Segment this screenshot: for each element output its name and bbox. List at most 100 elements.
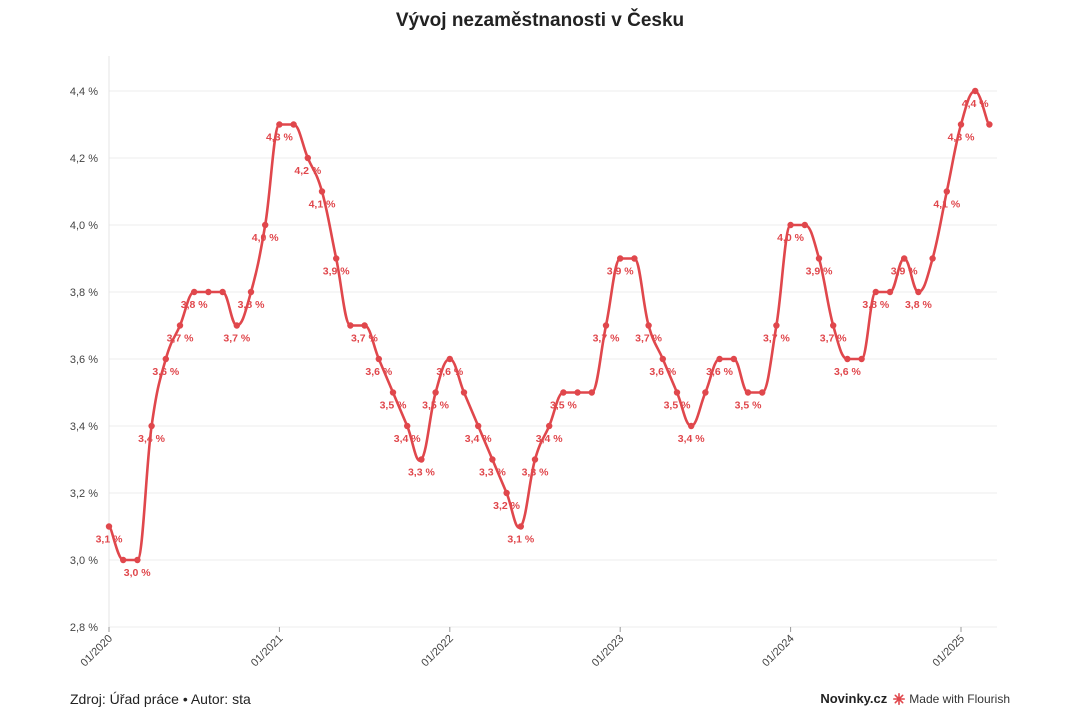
data-point[interactable] bbox=[929, 255, 936, 262]
data-point[interactable] bbox=[702, 389, 709, 396]
data-point[interactable] bbox=[730, 355, 737, 363]
data-point[interactable] bbox=[659, 355, 666, 363]
data-point[interactable] bbox=[233, 322, 240, 329]
data-point[interactable] bbox=[957, 121, 965, 128]
data-point[interactable] bbox=[787, 221, 794, 229]
data-point[interactable] bbox=[617, 255, 624, 262]
data-label: 3,4 % bbox=[138, 433, 166, 445]
data-point[interactable] bbox=[361, 322, 368, 329]
data-label: 3,9 % bbox=[891, 266, 919, 278]
data-point[interactable] bbox=[389, 389, 397, 396]
data-point[interactable] bbox=[262, 221, 269, 229]
data-points bbox=[105, 87, 993, 564]
data-point[interactable] bbox=[986, 121, 993, 128]
data-point[interactable] bbox=[560, 389, 567, 396]
data-label: 3,8 % bbox=[905, 299, 933, 311]
data-point[interactable] bbox=[531, 456, 539, 463]
y-tick-label: 2,8 % bbox=[70, 622, 98, 634]
data-label: 3,9 % bbox=[323, 266, 351, 278]
data-point[interactable] bbox=[901, 255, 908, 262]
data-point[interactable] bbox=[602, 322, 610, 329]
data-point[interactable] bbox=[432, 389, 439, 396]
data-label: 3,2 % bbox=[493, 500, 521, 512]
data-point[interactable] bbox=[759, 389, 766, 396]
data-point[interactable] bbox=[972, 87, 979, 95]
data-point[interactable] bbox=[673, 389, 681, 396]
data-point[interactable] bbox=[844, 355, 851, 363]
y-tick-label: 4,0 % bbox=[70, 220, 98, 232]
data-point[interactable] bbox=[276, 121, 283, 128]
x-tick-label: 01/2020 bbox=[79, 633, 116, 670]
y-tick-label: 3,4 % bbox=[70, 421, 98, 433]
data-point[interactable] bbox=[886, 288, 894, 296]
x-tick-label: 01/2025 bbox=[931, 633, 968, 670]
data-label: 4,2 % bbox=[294, 165, 322, 177]
data-point[interactable] bbox=[546, 422, 553, 430]
data-point[interactable] bbox=[404, 422, 411, 430]
data-point[interactable] bbox=[162, 355, 169, 363]
data-label: 4,0 % bbox=[252, 232, 280, 244]
data-point[interactable] bbox=[375, 355, 382, 363]
data-point[interactable] bbox=[943, 188, 950, 195]
data-label: 3,1 % bbox=[96, 534, 124, 546]
flourish-credit[interactable]: Made with Flourish bbox=[893, 692, 1010, 706]
grid-lines bbox=[109, 90, 997, 628]
data-point[interactable] bbox=[915, 288, 922, 296]
data-point[interactable] bbox=[148, 422, 155, 430]
data-point[interactable] bbox=[574, 389, 581, 396]
data-point[interactable] bbox=[304, 154, 311, 162]
flourish-icon bbox=[893, 692, 906, 705]
data-point[interactable] bbox=[475, 422, 482, 430]
data-point[interactable] bbox=[446, 355, 453, 363]
data-label: 3,8 % bbox=[862, 299, 890, 311]
data-point[interactable] bbox=[176, 322, 184, 329]
data-point[interactable] bbox=[517, 523, 524, 530]
data-point[interactable] bbox=[815, 255, 823, 262]
data-point[interactable] bbox=[503, 489, 510, 497]
data-point[interactable] bbox=[744, 389, 752, 396]
data-point[interactable] bbox=[830, 322, 837, 329]
data-point[interactable] bbox=[631, 255, 638, 262]
data-point[interactable] bbox=[205, 288, 212, 296]
data-point[interactable] bbox=[773, 322, 780, 329]
data-label: 4,1 % bbox=[309, 199, 337, 211]
data-label: 3,3 % bbox=[408, 467, 436, 479]
data-label: 3,7 % bbox=[223, 333, 251, 345]
y-tick-label: 4,2 % bbox=[70, 153, 98, 165]
data-point[interactable] bbox=[460, 389, 468, 396]
series-line bbox=[107, 89, 991, 562]
data-point[interactable] bbox=[588, 389, 595, 396]
data-point[interactable] bbox=[645, 322, 652, 329]
data-label: 3,5 % bbox=[664, 400, 692, 412]
data-point[interactable] bbox=[688, 422, 695, 430]
data-label: 3,7 % bbox=[167, 333, 195, 345]
data-label: 4,1 % bbox=[933, 199, 961, 211]
y-tick-label: 3,2 % bbox=[70, 488, 98, 500]
data-label: 3,5 % bbox=[550, 400, 578, 412]
flourish-label: Made with Flourish bbox=[909, 691, 1010, 706]
data-point[interactable] bbox=[318, 188, 326, 195]
data-point[interactable] bbox=[134, 556, 141, 564]
data-point[interactable] bbox=[105, 523, 113, 530]
data-point[interactable] bbox=[333, 255, 340, 262]
data-point[interactable] bbox=[489, 456, 496, 463]
data-point[interactable] bbox=[247, 288, 255, 296]
data-point[interactable] bbox=[120, 556, 127, 564]
data-point[interactable] bbox=[290, 121, 297, 128]
data-point[interactable] bbox=[716, 355, 723, 363]
data-point[interactable] bbox=[191, 288, 198, 296]
y-tick-label: 3,8 % bbox=[70, 287, 98, 299]
x-tick-label: 01/2023 bbox=[590, 633, 627, 670]
data-label: 3,0 % bbox=[124, 567, 152, 579]
data-label: 3,8 % bbox=[238, 299, 266, 311]
data-point[interactable] bbox=[858, 355, 865, 363]
data-point[interactable] bbox=[418, 456, 425, 463]
data-label: 3,7 % bbox=[763, 333, 791, 345]
data-label: 3,7 % bbox=[635, 333, 663, 345]
data-point[interactable] bbox=[872, 288, 879, 296]
data-point[interactable] bbox=[347, 322, 354, 329]
data-point[interactable] bbox=[219, 288, 226, 296]
data-label: 3,5 % bbox=[422, 400, 450, 412]
data-point[interactable] bbox=[801, 221, 808, 229]
